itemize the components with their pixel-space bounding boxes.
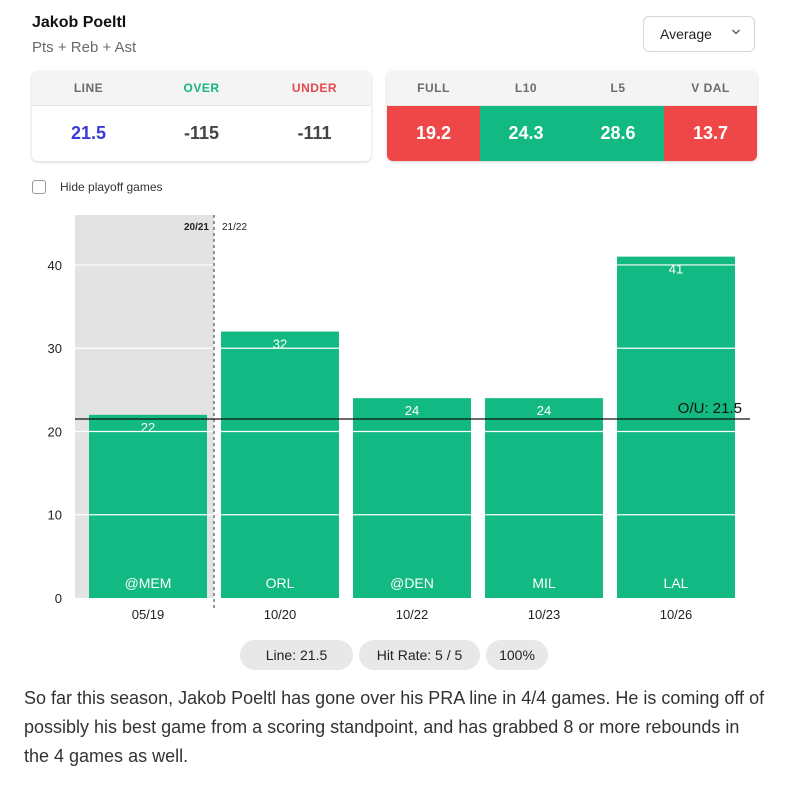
bar-value-label-10/23: 24 bbox=[537, 403, 551, 418]
split-full-value: 19.2 bbox=[387, 106, 480, 161]
mode-select-value: Average bbox=[660, 26, 712, 42]
hit-rate-pill: Hit Rate: 5 / 5 bbox=[359, 640, 480, 670]
opponent-label-0: @MEM bbox=[125, 575, 172, 591]
split-l10-value: 24.3 bbox=[480, 106, 572, 161]
ou-line-label: O/U: 21.5 bbox=[678, 400, 742, 417]
over-cell: OVER -115 bbox=[145, 71, 258, 161]
split-l10: L10 24.3 bbox=[480, 71, 572, 161]
line-cell: LINE 21.5 bbox=[32, 71, 145, 161]
under-odds: -111 bbox=[297, 123, 332, 143]
summary-pills: Line: 21.5 Hit Rate: 5 / 5 100% bbox=[0, 640, 792, 670]
hide-playoff-label: Hide playoff games bbox=[60, 180, 163, 194]
bar-value-label-05/19: 22 bbox=[141, 420, 155, 435]
under-header: UNDER bbox=[258, 71, 371, 106]
bar-10/23 bbox=[485, 398, 603, 598]
season-label-prev: 20/21 bbox=[184, 222, 209, 233]
bar-10/26 bbox=[617, 256, 735, 598]
split-l5: L5 28.6 bbox=[572, 71, 664, 161]
stat-type-label: Pts + Reb + Ast bbox=[32, 39, 137, 56]
x-tick-label-2: 10/22 bbox=[396, 607, 429, 622]
y-tick-label-10: 10 bbox=[48, 508, 62, 523]
split-l5-value: 28.6 bbox=[572, 106, 664, 161]
bar-value-label-10/26: 41 bbox=[669, 262, 683, 277]
game-log-chart: 0 10 20 30 40 22 32 24 24 41 @MEM ORL @DEN MIL LAL 05/1… bbox=[48, 215, 750, 622]
under-cell: UNDER -111 bbox=[258, 71, 371, 161]
line-pill: Line: 21.5 bbox=[240, 640, 353, 670]
split-l5-header: L5 bbox=[572, 71, 664, 106]
line-value: 21.5 bbox=[70, 123, 107, 143]
over-odds: -115 bbox=[183, 123, 220, 143]
player-name: Jakob Poeltl bbox=[32, 14, 127, 31]
x-tick-label-0: 05/19 bbox=[132, 607, 165, 622]
split-full-header: FULL bbox=[387, 71, 480, 106]
chevron-down-icon bbox=[732, 29, 740, 35]
line-header: LINE bbox=[32, 71, 145, 106]
opponent-label-1: ORL bbox=[266, 575, 295, 591]
bar-value-label-10/20: 32 bbox=[273, 337, 287, 352]
bar-value-label-10/22: 24 bbox=[405, 403, 419, 418]
hide-playoff-checkbox[interactable] bbox=[32, 180, 46, 194]
y-tick-label-40: 40 bbox=[48, 258, 62, 273]
split-full: FULL 19.2 bbox=[387, 71, 480, 161]
split-vs-dal-value: 13.7 bbox=[664, 106, 757, 161]
y-tick-label-30: 30 bbox=[48, 341, 62, 356]
bar-10/20 bbox=[221, 331, 339, 598]
over-header: OVER bbox=[145, 71, 258, 106]
y-tick-label-0: 0 bbox=[55, 591, 62, 606]
x-tick-label-4: 10/26 bbox=[660, 607, 693, 622]
split-vs-dal-header: V DAL bbox=[664, 71, 757, 106]
mode-select[interactable]: Average bbox=[643, 16, 755, 52]
split-l10-header: L10 bbox=[480, 71, 572, 106]
hit-percent-pill: 100% bbox=[486, 640, 548, 670]
opponent-label-2: @DEN bbox=[390, 575, 434, 591]
split-vs-dal: V DAL 13.7 bbox=[664, 71, 757, 161]
hide-playoff-toggle[interactable]: Hide playoff games bbox=[32, 180, 163, 194]
bar-10/22 bbox=[353, 398, 471, 598]
x-tick-label-1: 10/20 bbox=[264, 607, 297, 622]
splits-card: FULL 19.2 L10 24.3 L5 28.6 V DAL 13.7 bbox=[387, 71, 757, 161]
bar-05/19 bbox=[89, 414, 207, 598]
season-label-current: 21/22 bbox=[222, 222, 247, 233]
analysis-text: So far this season, Jakob Poeltl has gon… bbox=[24, 688, 765, 766]
opponent-label-4: LAL bbox=[664, 575, 689, 591]
opponent-label-3: MIL bbox=[532, 575, 556, 591]
x-tick-label-3: 10/23 bbox=[528, 607, 561, 622]
y-tick-label-20: 20 bbox=[48, 424, 62, 439]
line-card: LINE 21.5 OVER -115 UNDER -111 bbox=[32, 71, 371, 161]
